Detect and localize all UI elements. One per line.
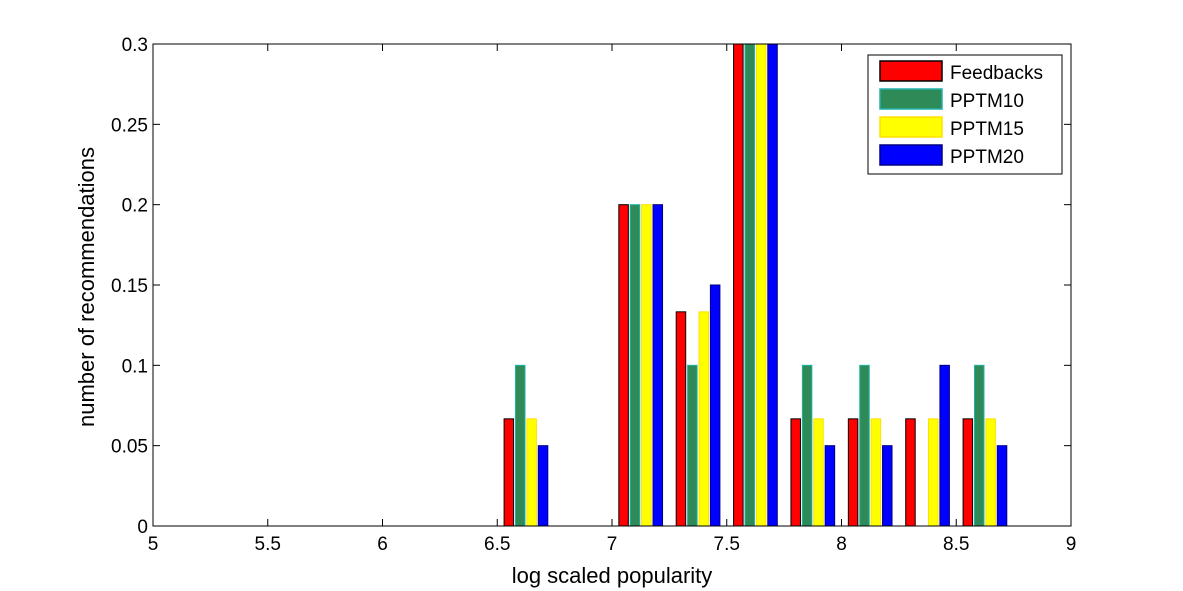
y-axis-label: number of recommendations [74, 147, 99, 427]
y-tick-label: 0.25 [111, 115, 148, 136]
x-tick-label: 5.5 [255, 534, 281, 555]
legend-swatch-pptm10 [879, 88, 943, 110]
bar-feedbacks-7 [618, 204, 629, 527]
bar-pptm10-10 [801, 364, 813, 527]
bar-pptm15-8 [698, 311, 710, 527]
bar-feedbacks-8 [675, 311, 687, 527]
bar-feedbacks-6 [503, 418, 515, 527]
bar-pptm15-10 [813, 418, 824, 527]
y-tick-label: 0.2 [122, 196, 148, 217]
bar-pptm15-12 [928, 418, 939, 527]
bar-pptm20-12 [939, 364, 950, 527]
bar-feedbacks-12 [905, 418, 916, 527]
legend-label-pptm15: PPTM15 [950, 119, 1024, 140]
bar-pptm10-9 [744, 43, 755, 527]
bar-feedbacks-13 [962, 418, 974, 527]
bar-pptm10-13 [973, 364, 985, 527]
axes-group: 5 5.5 6 6.5 7 7.5 8 8.5 9 0 0.05 0.1 0.15 0.2 0.25 0.3 [111, 35, 1076, 555]
bar-pptm15-13 [985, 418, 996, 527]
bar-pptm15-9 [755, 43, 767, 527]
bar-pptm20-9 [767, 43, 778, 527]
y-tick-label: 0 [137, 517, 148, 538]
x-tick-label: 5 [148, 534, 159, 555]
y-tick-label: 0.05 [111, 437, 148, 458]
legend-label-feedbacks: Feedbacks [950, 63, 1043, 84]
bar-pptm20-10 [824, 445, 836, 527]
bar-feedbacks-11 [847, 418, 859, 527]
bar-pptm15-6 [526, 418, 537, 527]
y-tick-label: 0.15 [111, 276, 148, 297]
legend-swatch-pptm20 [879, 144, 943, 166]
bar-pptm10-8 [687, 364, 698, 527]
x-tick-label: 8.5 [943, 534, 969, 555]
bar-pptm10-6 [514, 364, 526, 527]
bar-pptm20-7 [652, 204, 664, 527]
x-tick-label: 9 [1066, 534, 1077, 555]
bar-pptm20-8 [709, 284, 721, 527]
legend: Feedbacks PPTM10 PPTM15 PPTM20 [867, 54, 1063, 175]
legend-label-pptm20: PPTM20 [950, 147, 1024, 168]
bar-pptm20-13 [996, 445, 1008, 527]
x-tick-label: 8 [836, 534, 847, 555]
x-axis-label: log scaled popularity [512, 563, 713, 588]
bar-feedbacks-10 [790, 418, 801, 527]
legend-swatch-pptm15 [879, 116, 943, 138]
legend-swatch-feedbacks [879, 60, 943, 82]
bar-feedbacks-9 [733, 43, 744, 527]
bar-pptm20-11 [882, 445, 893, 527]
bar-pptm10-7 [629, 204, 641, 527]
bar-pptm15-11 [870, 418, 882, 527]
x-tick-label: 6.5 [484, 534, 510, 555]
x-tick-label: 7.5 [714, 534, 740, 555]
y-tick-label: 0.3 [122, 35, 148, 56]
bar-pptm20-6 [537, 445, 549, 527]
bar-pptm10-11 [859, 364, 870, 527]
y-tick-label: 0.1 [122, 356, 148, 377]
x-tick-label: 7 [607, 534, 618, 555]
bar-pptm15-7 [641, 204, 652, 527]
x-tick-label: 6 [377, 534, 388, 555]
bars-group [503, 43, 1008, 527]
legend-label-pptm10: PPTM10 [950, 91, 1024, 112]
